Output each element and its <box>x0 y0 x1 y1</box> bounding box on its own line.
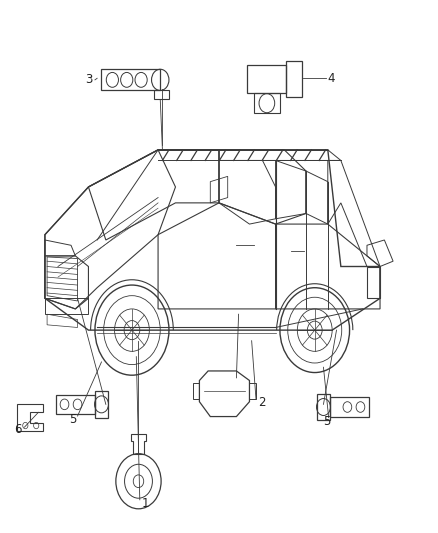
Text: 5: 5 <box>70 413 77 426</box>
Text: 1: 1 <box>141 497 149 510</box>
Text: 3: 3 <box>85 74 93 86</box>
Text: 6: 6 <box>14 423 21 437</box>
Text: 4: 4 <box>327 72 335 85</box>
Text: 2: 2 <box>258 396 265 409</box>
Text: 5: 5 <box>323 415 331 428</box>
